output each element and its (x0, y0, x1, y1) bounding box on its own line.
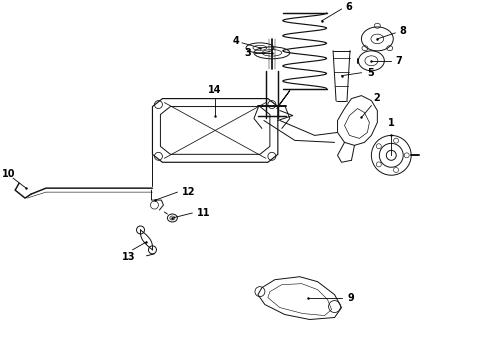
Text: 13: 13 (122, 252, 135, 262)
Text: 2: 2 (373, 93, 380, 103)
Text: 11: 11 (197, 208, 211, 218)
Text: 14: 14 (208, 85, 222, 95)
Text: 9: 9 (347, 293, 354, 303)
Text: 10: 10 (2, 169, 16, 179)
Text: 12: 12 (182, 187, 196, 197)
Text: 4: 4 (233, 36, 240, 46)
Text: 3: 3 (245, 48, 251, 58)
Text: 5: 5 (368, 68, 374, 78)
Text: 8: 8 (399, 26, 406, 36)
Text: 1: 1 (388, 118, 394, 129)
Text: 7: 7 (395, 56, 402, 66)
Text: 6: 6 (345, 2, 352, 12)
